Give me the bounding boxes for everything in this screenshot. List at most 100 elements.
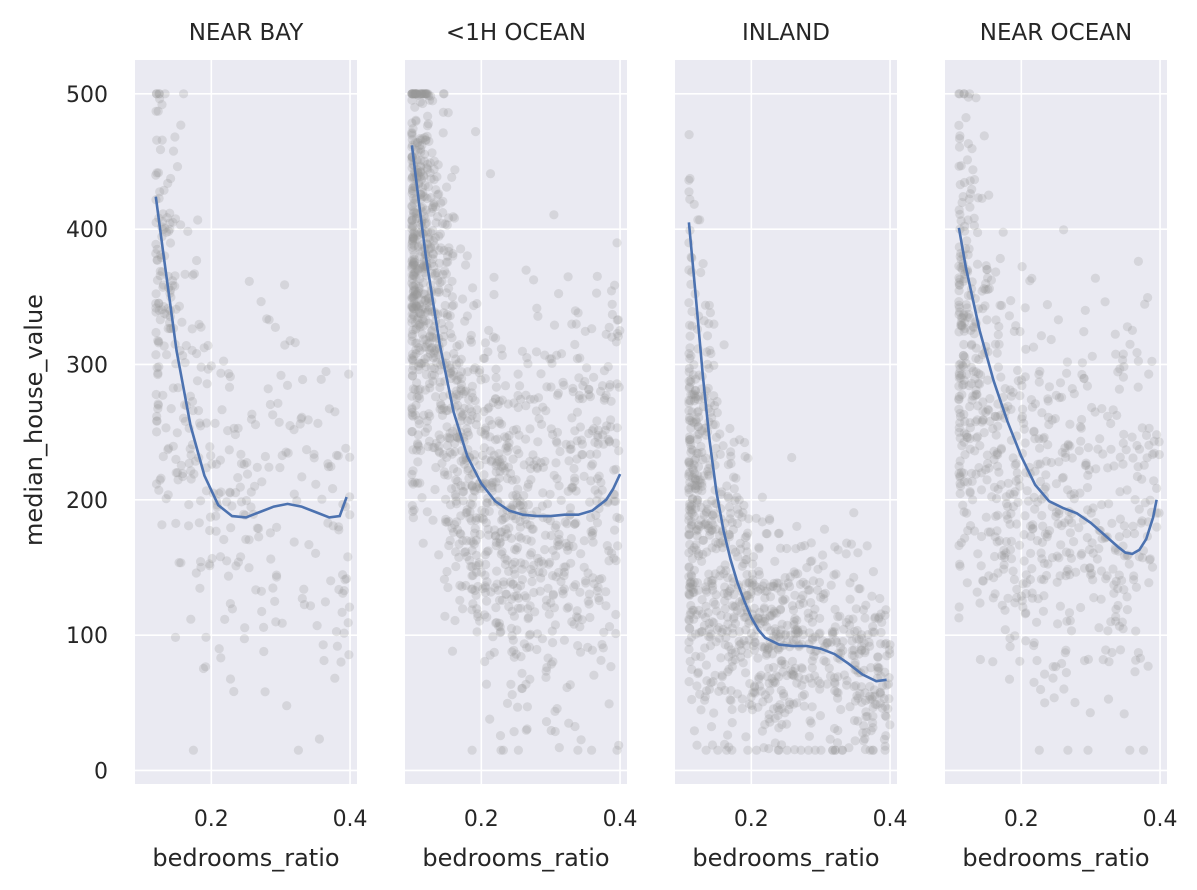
scatter-point <box>556 576 566 587</box>
scatter-point <box>773 745 783 755</box>
scatter-point <box>780 573 790 583</box>
scatter-point <box>1102 571 1112 581</box>
scatter-point <box>711 524 721 534</box>
scatter-point <box>196 562 206 572</box>
scatter-point <box>685 578 695 588</box>
scatter-point <box>774 578 784 589</box>
scatter-point <box>701 507 712 517</box>
scatter-point <box>963 139 974 149</box>
scatter-point <box>423 164 433 174</box>
scatter-point <box>521 390 531 400</box>
scatter-point <box>995 253 1005 264</box>
scatter-point <box>740 555 751 565</box>
scatter-point <box>416 89 427 99</box>
scatter-point <box>690 385 701 395</box>
scatter-point <box>429 198 439 208</box>
scatter-point <box>1048 673 1058 683</box>
scatter-point <box>447 333 457 343</box>
scatter-point <box>472 627 482 637</box>
scatter-point <box>607 299 617 309</box>
scatter-point <box>195 583 205 593</box>
scatter-point <box>765 515 775 525</box>
scatter-point <box>606 415 616 425</box>
scatter-point <box>426 174 436 184</box>
scatter-point <box>1027 402 1037 412</box>
scatter-point <box>157 100 167 110</box>
scatter-point <box>409 241 419 251</box>
scatter-point <box>771 633 781 643</box>
scatter-point <box>440 611 450 621</box>
scatter-point <box>339 628 349 638</box>
scatter-point <box>1055 378 1066 388</box>
scatter-point <box>317 494 327 504</box>
scatter-point <box>708 575 718 585</box>
scatter-point <box>475 529 485 540</box>
scatter-point <box>407 174 417 184</box>
scatter-point <box>729 472 739 482</box>
scatter-point <box>423 227 433 237</box>
scatter-point <box>549 603 560 613</box>
scatter-point <box>452 499 462 509</box>
scatter-point <box>684 457 694 467</box>
scatter-point <box>507 475 517 485</box>
scatter-point <box>880 701 890 712</box>
scatter-point <box>691 483 701 493</box>
scatter-point <box>547 358 557 368</box>
scatter-point <box>564 456 574 466</box>
scatter-point <box>411 267 421 277</box>
scatter-point <box>452 517 462 527</box>
scatter-point <box>569 619 579 629</box>
scatter-point <box>521 434 531 444</box>
scatter-point <box>454 552 464 563</box>
scatter-point <box>413 266 423 276</box>
scatter-point <box>754 542 764 552</box>
scatter-point <box>701 601 711 611</box>
scatter-point <box>703 466 713 476</box>
scatter-point <box>707 496 717 506</box>
scatter-point <box>570 721 580 732</box>
scatter-point <box>732 606 742 616</box>
scatter-point <box>1063 745 1073 755</box>
scatter-point <box>297 412 307 422</box>
scatter-point <box>588 459 598 469</box>
scatter-point <box>684 406 694 416</box>
scatter-point <box>471 515 481 525</box>
scatter-point <box>445 428 455 438</box>
scatter-point <box>259 646 269 657</box>
scatter-point <box>441 269 451 279</box>
scatter-point <box>693 215 703 225</box>
scatter-point <box>513 542 523 553</box>
scatter-point <box>471 535 481 545</box>
scatter-point <box>762 586 772 596</box>
scatter-point <box>409 290 420 300</box>
scatter-point <box>686 577 696 587</box>
scatter-point <box>981 512 991 522</box>
scatter-point <box>495 466 505 476</box>
y-axis-label: median_house_value <box>20 294 48 546</box>
scatter-point <box>691 651 701 662</box>
scatter-point <box>495 622 505 632</box>
scatter-point <box>870 699 880 709</box>
scatter-point <box>994 321 1004 332</box>
scatter-point <box>956 359 966 369</box>
scatter-point <box>570 476 580 486</box>
scatter-point <box>801 579 811 590</box>
scatter-point <box>467 571 477 581</box>
scatter-point <box>797 664 807 674</box>
scatter-point <box>583 568 593 578</box>
scatter-point <box>408 221 418 231</box>
scatter-point <box>151 307 161 317</box>
scatter-point <box>426 363 436 373</box>
scatter-point <box>1029 638 1039 648</box>
scatter-point <box>737 512 747 522</box>
scatter-point <box>693 395 703 405</box>
scatter-point <box>260 451 270 462</box>
scatter-point <box>478 353 489 363</box>
scatter-point <box>1128 521 1138 531</box>
scatter-point <box>409 310 419 320</box>
scatter-point <box>445 366 456 376</box>
scatter-point <box>855 584 865 594</box>
scatter-point <box>480 430 490 440</box>
scatter-point <box>762 648 772 659</box>
scatter-point <box>994 339 1004 349</box>
